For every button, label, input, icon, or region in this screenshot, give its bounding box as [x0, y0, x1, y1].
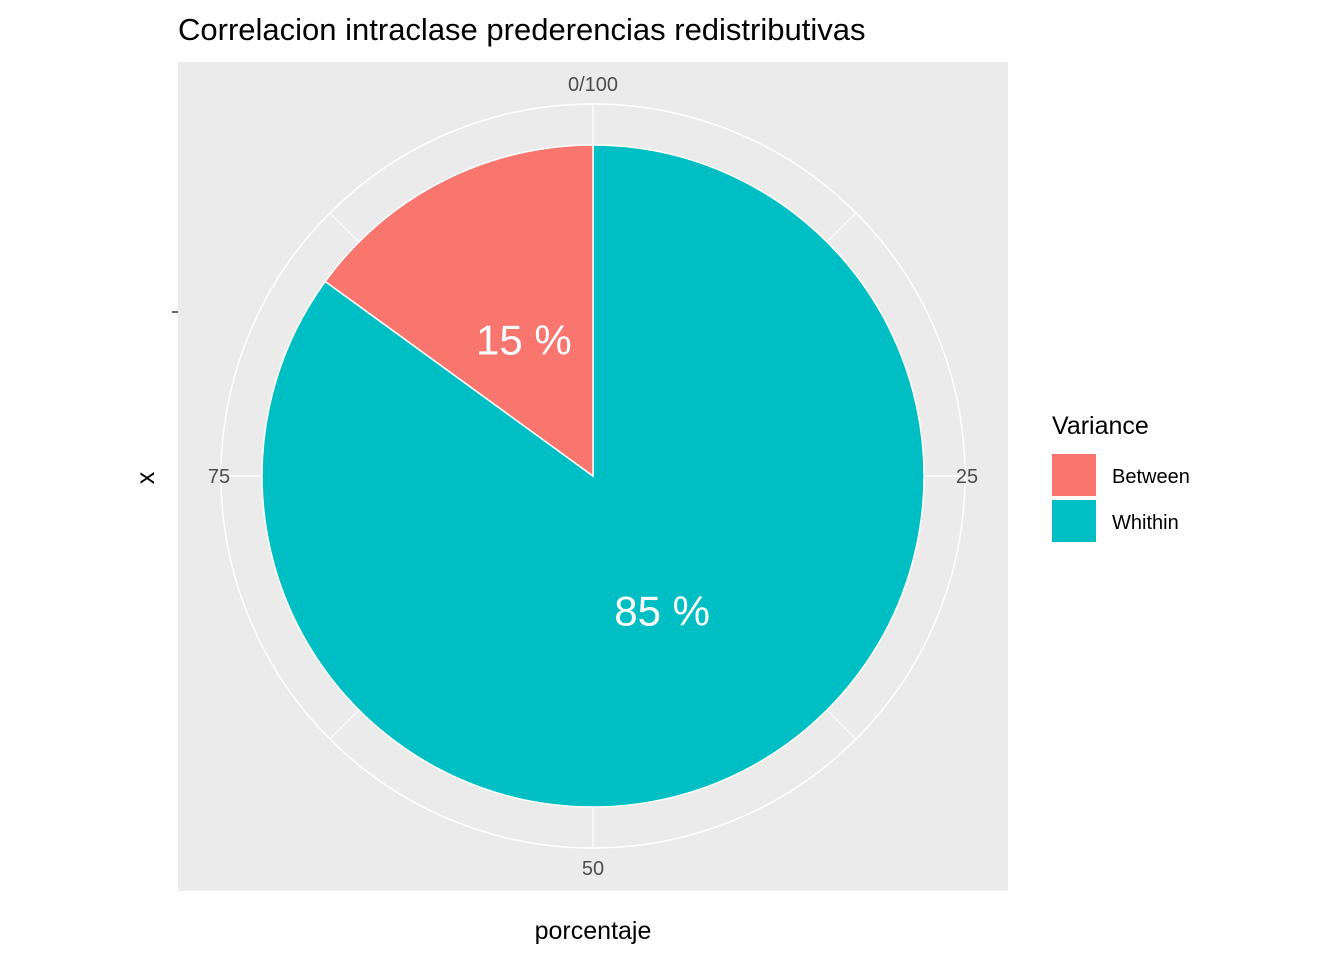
- legend-title: Variance: [1052, 412, 1149, 440]
- slice-label-between: 15 %: [476, 316, 572, 363]
- theta-tick-label: 50: [582, 858, 604, 880]
- pie-slices: [261, 144, 925, 808]
- theta-tick-label: 0/100: [568, 74, 618, 96]
- slice-label-whithin: 85 %: [614, 588, 710, 635]
- legend: Between Whithin: [1052, 454, 1190, 542]
- theta-tick-label: 25: [956, 466, 978, 488]
- x-axis-title: porcentaje: [535, 917, 652, 945]
- theta-tick-label: 75: [208, 466, 230, 488]
- slice-labels: 85 % 15 %: [476, 316, 710, 634]
- chart-title: Correlacion intraclase prederencias redi…: [178, 12, 865, 47]
- legend-key-between: [1052, 454, 1096, 496]
- theta-tick-labels: 0/100 25 50 75: [208, 74, 978, 880]
- pie-slice-between: [324, 144, 594, 478]
- legend-key-whithin: [1052, 500, 1096, 542]
- y-axis-title: x: [132, 471, 160, 484]
- legend-label-whithin: Whithin: [1112, 512, 1179, 534]
- legend-label-between: Between: [1112, 466, 1190, 488]
